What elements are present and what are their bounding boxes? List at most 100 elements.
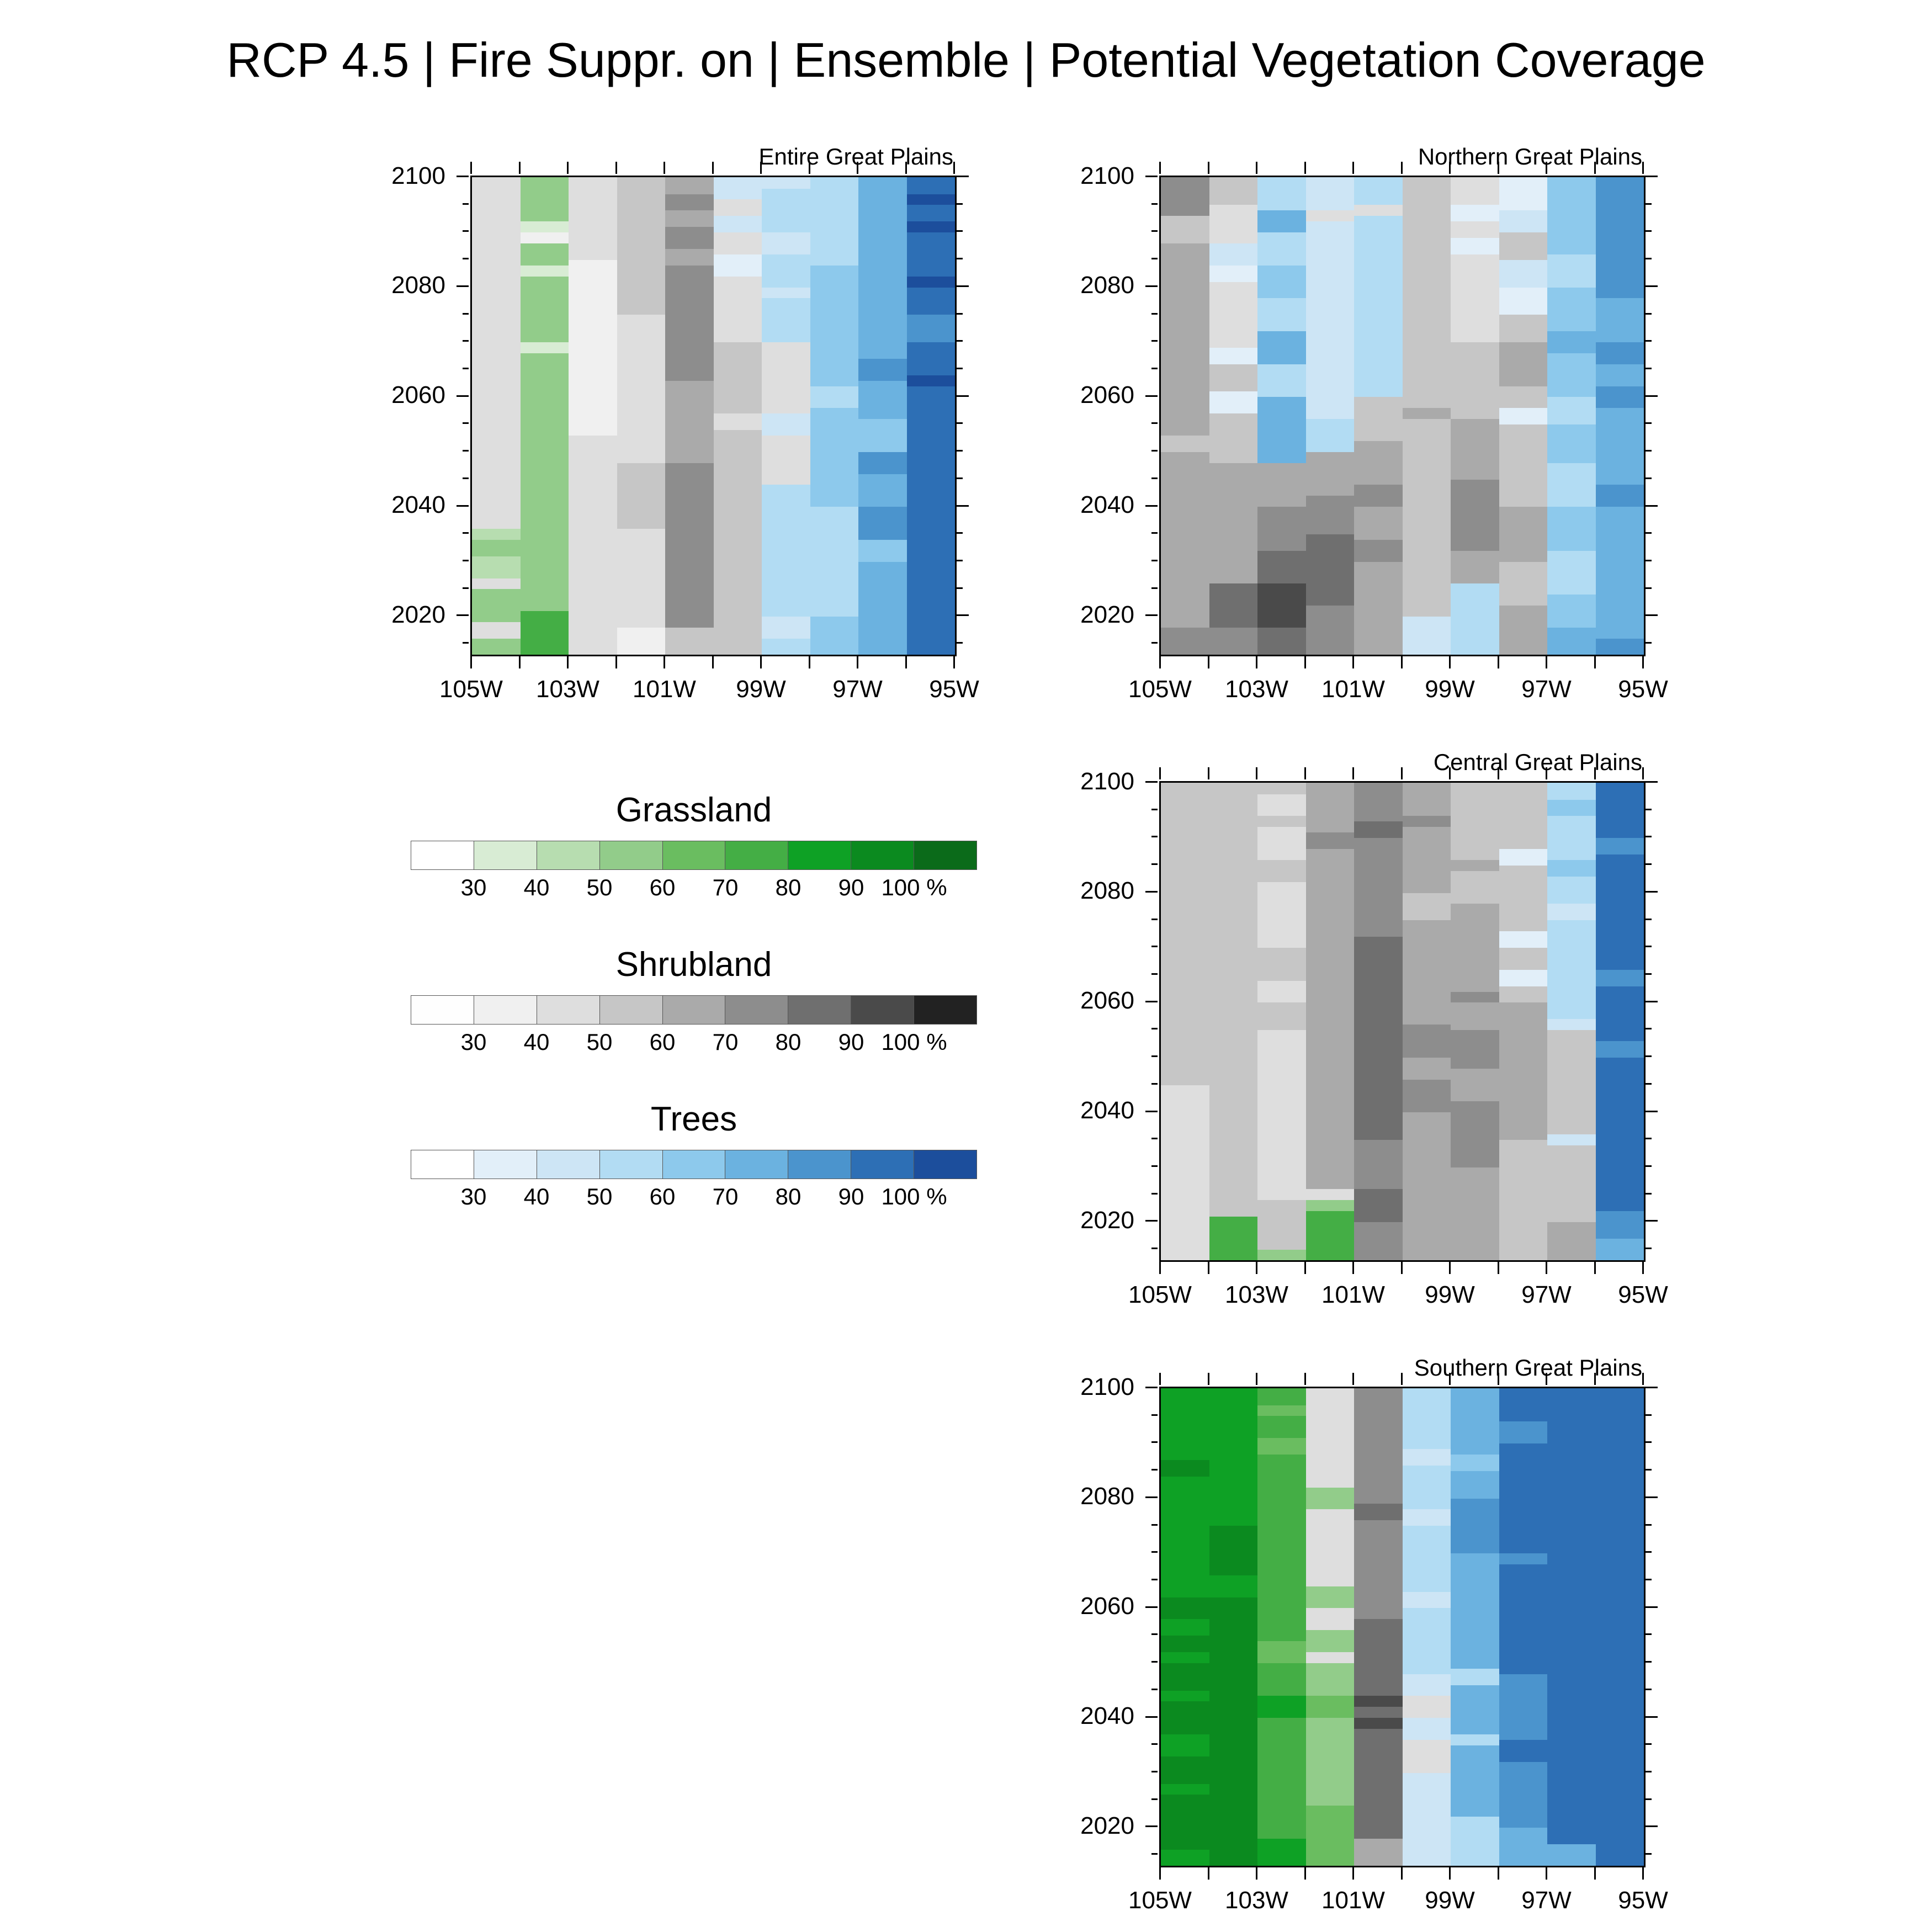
x-axis-tick — [1546, 767, 1547, 779]
colorbar-tick-label: 70 — [712, 1183, 739, 1209]
x-axis-tick — [1304, 162, 1306, 174]
heatmap-cell — [1547, 254, 1596, 288]
x-axis-tick — [712, 162, 714, 174]
heatmap-cell — [1209, 243, 1258, 266]
heatmap-cell — [1305, 210, 1355, 222]
x-axis-tick — [1449, 1373, 1451, 1385]
x-axis-label: 103W — [1225, 1281, 1288, 1308]
heatmap-cell — [1402, 1607, 1451, 1674]
x-axis-tick — [1400, 162, 1403, 174]
y-axis-tick — [1145, 505, 1158, 507]
colorbar-swatch — [914, 841, 977, 869]
heatmap-cell — [1547, 1388, 1596, 1844]
heatmap-cell — [1451, 1816, 1500, 1866]
heatmap-cell — [1499, 865, 1548, 932]
y-axis-tick — [1646, 1551, 1652, 1553]
heatmap-cell — [1161, 1618, 1210, 1636]
heatmap-cell — [1451, 479, 1500, 551]
y-axis-label: 2100 — [1080, 162, 1134, 189]
x-axis-label: 99W — [1425, 1887, 1475, 1914]
colorbar-tick-label: 100 % — [881, 1029, 947, 1055]
y-axis-tick — [463, 312, 469, 315]
heatmap-cell — [1547, 1018, 1596, 1031]
y-axis-tick — [1151, 1469, 1158, 1471]
colorbar-tick-label: 60 — [649, 1029, 676, 1055]
heatmap-cell — [858, 380, 907, 420]
heatmap-cell — [1161, 215, 1210, 243]
heatmap-cell — [1595, 985, 1644, 1041]
y-axis-tick — [1151, 1248, 1158, 1250]
heatmap-cell — [1547, 594, 1596, 628]
heatmap-cell — [762, 298, 811, 342]
y-axis-label: 2020 — [391, 601, 445, 628]
x-axis-tick — [470, 162, 472, 174]
y-axis-tick — [957, 477, 963, 479]
y-axis-tick — [1646, 836, 1652, 838]
heatmap-cell — [1402, 1509, 1451, 1526]
heatmap-cell — [1305, 1509, 1355, 1586]
colorbar-swatch — [474, 1150, 537, 1179]
heatmap-cell — [1499, 1443, 1548, 1553]
x-axis-tick — [905, 162, 907, 174]
y-axis-tick — [1151, 918, 1158, 920]
heatmap-cell — [665, 210, 714, 227]
colorbar-tick-label: 50 — [586, 1029, 613, 1055]
heatmap-cell — [1402, 1057, 1451, 1080]
y-axis-tick — [1646, 1770, 1652, 1772]
heatmap-cell — [1547, 353, 1596, 397]
y-axis-tick — [1151, 1578, 1158, 1580]
heatmap-cell — [472, 622, 521, 639]
heatmap-cell — [1257, 1249, 1307, 1260]
heatmap-cell — [1161, 1756, 1210, 1784]
heatmap-cell — [1595, 484, 1644, 507]
y-axis-tick — [1151, 203, 1158, 205]
heatmap-cell — [1354, 837, 1403, 937]
heatmap-cell — [1305, 1388, 1355, 1488]
heatmap-cell — [1305, 1188, 1355, 1201]
heatmap-cell — [1257, 1717, 1307, 1839]
y-axis-tick — [463, 642, 469, 644]
heatmap-cell — [762, 342, 811, 414]
heatmap-cell — [810, 265, 859, 386]
y-axis-tick — [1646, 1248, 1652, 1250]
y-axis-tick — [1646, 1220, 1658, 1222]
x-axis-tick — [1594, 1262, 1596, 1274]
heatmap-cell — [1257, 583, 1307, 628]
y-axis-tick — [1646, 367, 1652, 369]
x-axis-label: 95W — [1618, 676, 1668, 703]
heatmap-cell — [1451, 1684, 1500, 1735]
y-axis-tick — [1646, 1688, 1652, 1690]
heatmap-cell — [762, 232, 811, 254]
y-axis-tick — [1646, 559, 1652, 561]
heatmap-cell — [1305, 1487, 1355, 1510]
heatmap-cell — [1257, 1454, 1307, 1642]
x-axis-tick — [905, 656, 907, 668]
heatmap-cell — [1451, 1029, 1500, 1069]
heatmap-cell — [1161, 1663, 1210, 1691]
colorbar-tick-label: 60 — [649, 1183, 676, 1209]
heatmap-cell — [1257, 265, 1307, 299]
x-axis-tick — [808, 162, 810, 174]
heatmap-cell — [1209, 463, 1258, 584]
heatmap-cell — [1354, 1838, 1403, 1866]
x-axis-tick — [1352, 767, 1354, 779]
x-axis-tick — [1304, 1373, 1306, 1385]
heatmap-cell — [1499, 210, 1548, 233]
colorbar-tick-label: 30 — [460, 1029, 487, 1055]
heatmap-cell — [1547, 815, 1596, 860]
y-axis-tick — [1646, 1606, 1658, 1608]
y-axis-tick — [1151, 808, 1158, 810]
x-axis-tick — [1497, 162, 1499, 174]
x-axis-label: 105W — [1128, 1281, 1192, 1308]
heatmap-cell — [1451, 1002, 1500, 1031]
heatmap-cell — [617, 314, 666, 463]
panel-title-northern: Northern Great Plains — [1418, 144, 1642, 169]
x-axis-tick — [1207, 162, 1209, 174]
panel-central-great-plains: Central Great Plains 105W 103W 101W 99W 97W 9… — [1080, 749, 1668, 1308]
heatmap-cell — [1257, 298, 1307, 332]
heatmap-cell — [1402, 892, 1451, 921]
y-axis-tick — [1151, 450, 1158, 452]
x-axis-tick — [953, 162, 955, 174]
heatmap-cell — [858, 452, 907, 474]
heatmap-cell — [1354, 396, 1403, 441]
